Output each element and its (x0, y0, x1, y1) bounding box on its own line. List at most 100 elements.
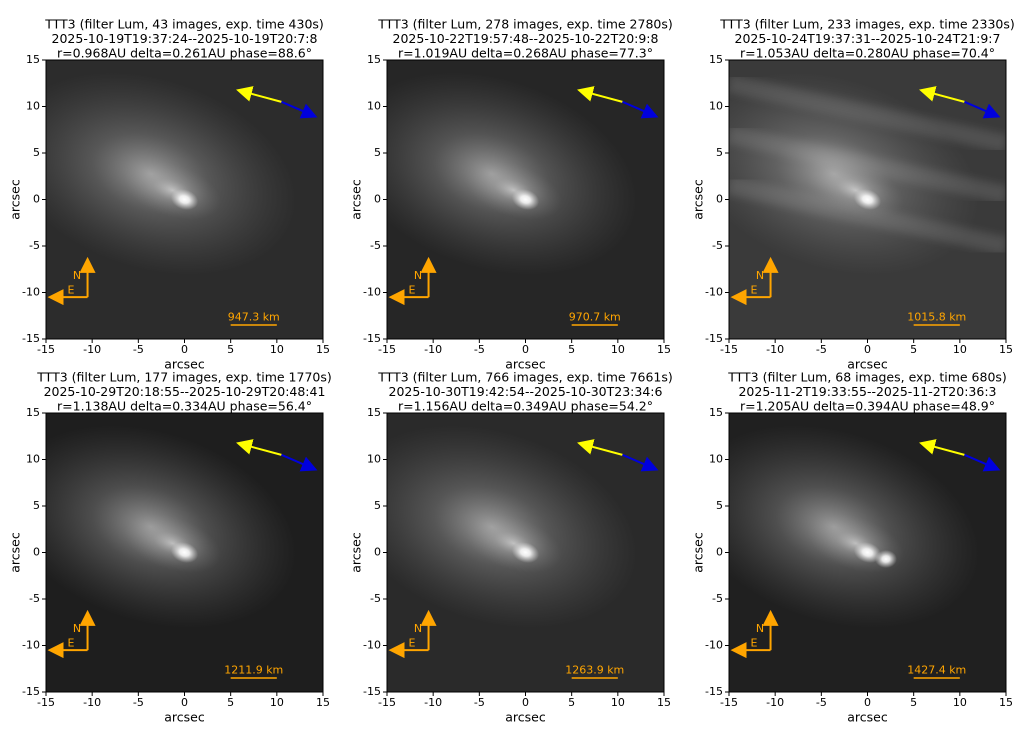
y-tick-label: 10 (26, 453, 40, 466)
chart-title: 2025-10-19T19:37:24--2025-10-19T20:7:8 (52, 31, 318, 46)
nucleus (853, 542, 882, 563)
scale-label: 1211.9 km (224, 664, 283, 677)
y-tick-label: 10 (709, 100, 723, 113)
x-tick-label: 5 (568, 343, 575, 356)
y-tick-label: -5 (712, 592, 723, 605)
y-tick-label: -5 (712, 239, 723, 252)
y-axis-label: arcsec (8, 179, 23, 220)
chart-title: r=1.019AU delta=0.268AU phase=77.3° (398, 46, 653, 61)
x-axis-label: arcsec (847, 357, 888, 372)
chart-title: r=1.205AU delta=0.394AU phase=48.9° (740, 399, 995, 414)
y-tick-label: 0 (716, 546, 723, 559)
x-axis-label: arcsec (505, 710, 546, 725)
panel: NE 970.7 km TTT3 (filter Lum, 278 images, … (349, 17, 673, 372)
nucleus (511, 542, 540, 563)
x-tick-label: -5 (474, 696, 485, 709)
y-tick-label: 5 (374, 499, 381, 512)
y-tick-label: 0 (33, 193, 40, 206)
y-tick-label: 0 (374, 546, 381, 559)
chart-title: 2025-10-30T19:42:54--2025-10-30T23:34:6 (389, 384, 663, 399)
x-axis-label: arcsec (164, 357, 205, 372)
chart-title: TTT3 (filter Lum, 177 images, exp. time … (36, 370, 332, 385)
x-tick-label: 0 (522, 343, 529, 356)
motion-arrow (622, 100, 659, 119)
x-tick-label: 15 (999, 696, 1013, 709)
east-label: E (750, 637, 757, 650)
panel: NE 1263.9 km TTT3 (filter Lum, 766 images,… (349, 370, 673, 725)
y-tick-label: -10 (363, 286, 381, 299)
y-tick-label: 10 (367, 100, 381, 113)
chart-title: r=1.138AU delta=0.334AU phase=56.4° (57, 399, 312, 414)
image (387, 60, 664, 339)
sun-arrow (236, 439, 282, 456)
y-axis-label: arcsec (349, 179, 364, 220)
north-label: N (414, 622, 422, 635)
y-tick-label: 15 (367, 53, 381, 66)
nucleus (170, 189, 199, 210)
x-tick-label: -15 (37, 343, 55, 356)
panel: NE 947.3 km TTT3 (filter Lum, 43 images, e… (8, 17, 331, 372)
motion-arrow (281, 453, 318, 472)
y-tick-label: -10 (705, 639, 723, 652)
x-tick-label: 0 (181, 343, 188, 356)
y-tick-label: -5 (370, 592, 381, 605)
y-axis-label: arcsec (691, 179, 706, 220)
x-tick-label: 10 (270, 696, 284, 709)
x-tick-label: -10 (766, 696, 784, 709)
x-tick-label: 10 (953, 696, 967, 709)
y-tick-label: -10 (363, 639, 381, 652)
chart-title: TTT3 (filter Lum, 233 images, exp. time … (719, 17, 1015, 32)
east-label: E (408, 284, 415, 297)
y-tick-label: -5 (29, 239, 40, 252)
chart-title: TTT3 (filter Lum, 278 images, exp. time … (377, 17, 673, 32)
motion-arrow (281, 100, 318, 119)
chart-title: 2025-11-2T19:33:55--2025-11-2T20:36:3 (738, 384, 996, 399)
panel: NE 1427.4 km TTT3 (filter Lum, 68 images, … (691, 370, 1014, 725)
x-tick-label: 10 (611, 696, 625, 709)
chart-title: TTT3 (filter Lum, 766 images, exp. time … (377, 370, 673, 385)
east-label: E (408, 637, 415, 650)
x-tick-label: 5 (227, 343, 234, 356)
sun-arrow (919, 439, 965, 456)
x-tick-label: 15 (657, 696, 671, 709)
y-tick-label: 10 (26, 100, 40, 113)
x-tick-label: -15 (720, 696, 738, 709)
sun-arrow (236, 86, 282, 103)
chart-title: TTT3 (filter Lum, 43 images, exp. time 4… (44, 17, 324, 32)
nucleus (170, 542, 199, 563)
north-label: N (73, 269, 81, 282)
x-tick-label: -5 (133, 343, 144, 356)
x-tick-label: -10 (424, 343, 442, 356)
chart-title: 2025-10-29T20:18:55--2025-10-29T20:48:41 (44, 384, 326, 399)
x-tick-label: -15 (378, 343, 396, 356)
y-tick-label: 5 (716, 499, 723, 512)
x-tick-label: -5 (474, 343, 485, 356)
scale-label: 947.3 km (228, 311, 280, 324)
east-label: E (750, 284, 757, 297)
x-tick-label: -15 (720, 343, 738, 356)
y-tick-label: -10 (705, 286, 723, 299)
y-tick-label: -15 (363, 332, 381, 345)
chart-title: r=1.156AU delta=0.349AU phase=54.2° (398, 399, 653, 414)
x-axis-label: arcsec (164, 710, 205, 725)
y-tick-label: 5 (33, 499, 40, 512)
x-tick-label: -15 (378, 696, 396, 709)
y-tick-label: -5 (370, 239, 381, 252)
x-tick-label: 0 (864, 343, 871, 356)
y-tick-label: 10 (709, 453, 723, 466)
y-tick-label: 0 (33, 546, 40, 559)
image (46, 60, 323, 339)
scale-label: 1427.4 km (907, 664, 966, 677)
north-label: N (756, 269, 764, 282)
y-tick-label: 15 (709, 53, 723, 66)
x-tick-label: 5 (910, 696, 917, 709)
sun-arrow (919, 86, 965, 103)
y-tick-label: 15 (26, 406, 40, 419)
east-label: E (67, 637, 74, 650)
nucleus-fragment (874, 550, 897, 569)
sun-arrow (577, 86, 623, 103)
x-tick-label: -10 (766, 343, 784, 356)
y-tick-label: -10 (22, 639, 40, 652)
y-axis-label: arcsec (8, 532, 23, 573)
y-tick-label: 5 (33, 146, 40, 159)
